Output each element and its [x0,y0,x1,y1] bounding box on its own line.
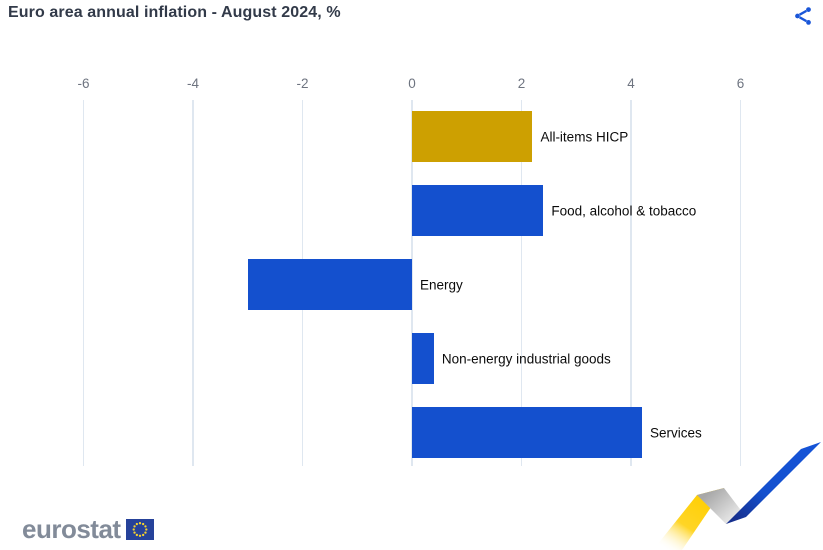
bar-label-services: Services [649,425,702,440]
gridline [411,100,413,466]
bar-non-energy-industrial-goods[interactable] [412,333,434,384]
bar-label-energy: Energy [420,277,463,292]
share-icon [795,7,811,25]
x-tick-label: -2 [296,76,309,91]
bar-energy[interactable] [247,259,412,310]
x-tick-label: 6 [736,76,745,91]
gridline [520,100,523,466]
gridline [739,100,742,466]
gridline [192,100,194,466]
bar-label-non-energy-industrial-goods: Non-energy industrial goods [441,351,611,366]
eu-flag-icon [125,518,154,540]
decorative-ribbon-graphic [653,442,821,550]
x-tick-label: -6 [77,76,90,91]
bar-label-food-alcohol-tobacco: Food, alcohol & tobacco [551,203,697,218]
bar-services[interactable] [412,407,642,458]
eurostat-logo-text: eurostat [22,514,121,544]
share-button[interactable] [792,5,814,27]
x-tick-label: 0 [408,76,416,91]
x-tick-label: 2 [517,76,526,91]
bar-food-alcohol-tobacco[interactable] [412,185,544,236]
eurostat-logo: eurostat [22,516,154,542]
chart-title: Euro area annual inflation - August 2024… [8,4,341,21]
x-tick-label: 4 [627,76,635,91]
x-tick-label: -4 [186,76,199,91]
gridline [82,100,85,466]
bar-label-all-items-hicp: All-items HICP [540,129,629,144]
gridline [630,100,632,466]
bar-all-items-hicp[interactable] [412,111,533,162]
